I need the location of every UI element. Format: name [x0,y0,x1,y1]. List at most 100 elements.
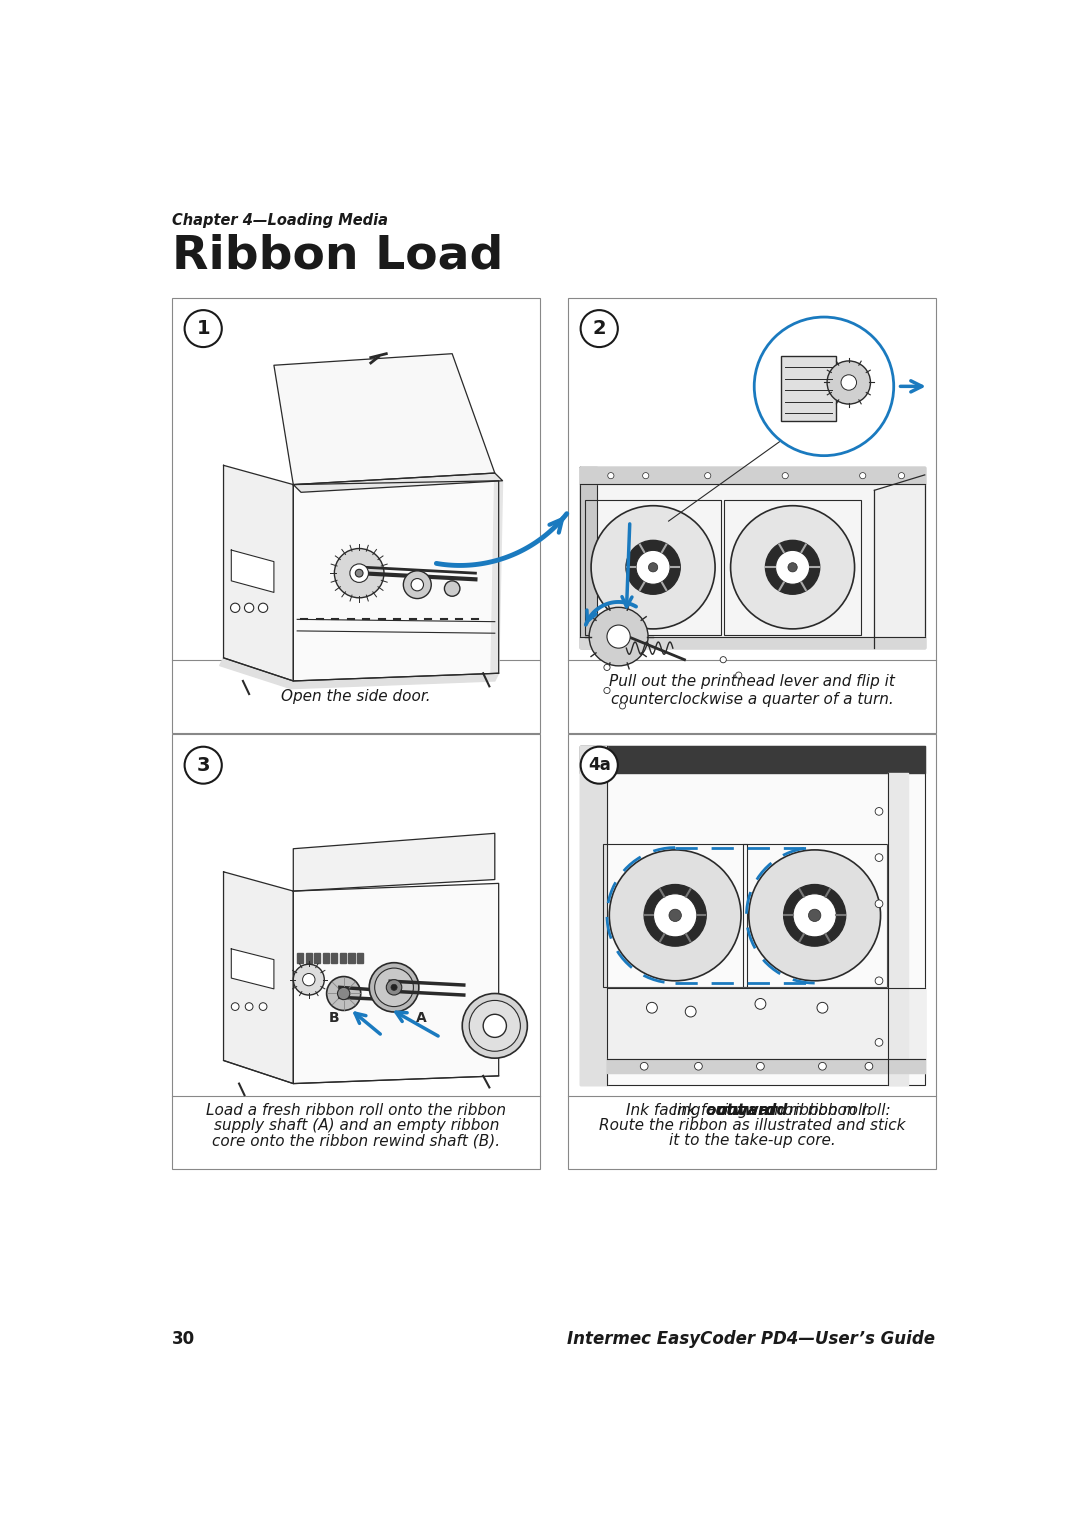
Circle shape [875,853,882,861]
Circle shape [636,550,670,584]
Circle shape [185,746,221,784]
Text: Intermec EasyCoder PD4—User’s Guide: Intermec EasyCoder PD4—User’s Guide [567,1330,935,1348]
Bar [580,746,924,1085]
Circle shape [819,1062,826,1071]
Text: Ribbon Load: Ribbon Load [172,234,503,279]
Text: core onto the ribbon rewind shaft (B).: core onto the ribbon rewind shaft (B). [212,1134,500,1149]
Text: B: B [329,1011,340,1025]
Polygon shape [875,475,924,648]
Circle shape [735,673,742,679]
Text: outward: outward [706,1103,778,1118]
Circle shape [704,472,711,478]
Circle shape [730,506,854,630]
Circle shape [230,604,240,613]
Polygon shape [294,473,502,492]
Circle shape [335,548,384,597]
Bar [172,297,540,732]
Circle shape [816,1002,828,1013]
Circle shape [827,362,870,404]
Polygon shape [356,953,363,962]
Circle shape [782,472,788,478]
Polygon shape [274,354,495,484]
Circle shape [647,1002,658,1013]
Circle shape [694,1062,702,1071]
Circle shape [590,607,648,666]
Circle shape [875,807,882,815]
Circle shape [302,973,315,985]
Circle shape [809,908,821,922]
Circle shape [326,976,361,1011]
Circle shape [244,604,254,613]
Text: Chapter 4—Loading Media: Chapter 4—Loading Media [172,213,388,228]
Circle shape [640,1062,648,1071]
Circle shape [766,541,820,594]
Polygon shape [294,833,495,892]
Circle shape [607,625,631,648]
Circle shape [755,999,766,1010]
Polygon shape [580,467,924,648]
Bar [585,499,721,636]
Circle shape [581,309,618,348]
Circle shape [337,987,350,1000]
Polygon shape [332,953,337,962]
Circle shape [369,962,419,1013]
Polygon shape [294,481,499,680]
Circle shape [245,1003,253,1011]
Polygon shape [294,884,499,1083]
Circle shape [685,1007,697,1017]
Circle shape [258,604,268,613]
Circle shape [294,964,324,996]
Circle shape [619,703,625,709]
Circle shape [757,1062,765,1071]
Bar [725,499,861,636]
Bar [568,734,936,1169]
Text: outward: outward [717,1103,788,1118]
Circle shape [350,564,368,582]
Text: counterclockwise a quarter of a turn.: counterclockwise a quarter of a turn. [611,692,893,708]
Text: 2: 2 [593,319,606,339]
Bar [603,844,747,987]
Circle shape [720,657,727,663]
Polygon shape [314,953,321,962]
Circle shape [875,899,882,907]
Circle shape [608,472,613,478]
Text: Load a fresh ribbon roll onto the ribbon: Load a fresh ribbon roll onto the ribbon [206,1103,507,1118]
Circle shape [860,472,866,478]
Circle shape [259,1003,267,1011]
Bar [568,297,936,732]
Circle shape [609,850,741,980]
Polygon shape [297,953,303,962]
Circle shape [643,472,649,478]
Circle shape [899,472,905,478]
Circle shape [355,570,363,578]
Circle shape [231,1003,239,1011]
Circle shape [644,884,706,947]
Circle shape [403,571,431,599]
Circle shape [375,968,414,1007]
Polygon shape [224,872,294,1083]
Circle shape [784,884,846,947]
Circle shape [185,309,221,348]
Polygon shape [231,948,274,988]
Text: Ink facing: Ink facing [673,1103,753,1118]
Circle shape [788,562,797,571]
Text: on ribbon roll:: on ribbon roll: [780,1103,891,1118]
Circle shape [469,1000,521,1051]
Circle shape [462,993,527,1059]
Bar [743,844,887,987]
Text: A: A [416,1011,427,1025]
Circle shape [387,979,402,996]
Bar [781,355,836,421]
Text: 3: 3 [197,755,210,775]
Circle shape [604,665,610,671]
Text: on ribbon roll:: on ribbon roll: [760,1103,872,1118]
Text: 1: 1 [197,319,210,339]
Polygon shape [224,466,294,680]
Circle shape [604,688,610,694]
Circle shape [865,1062,873,1071]
Circle shape [875,1039,882,1046]
Circle shape [483,1014,507,1037]
Circle shape [591,506,715,630]
Circle shape [793,893,836,938]
Circle shape [581,746,618,784]
